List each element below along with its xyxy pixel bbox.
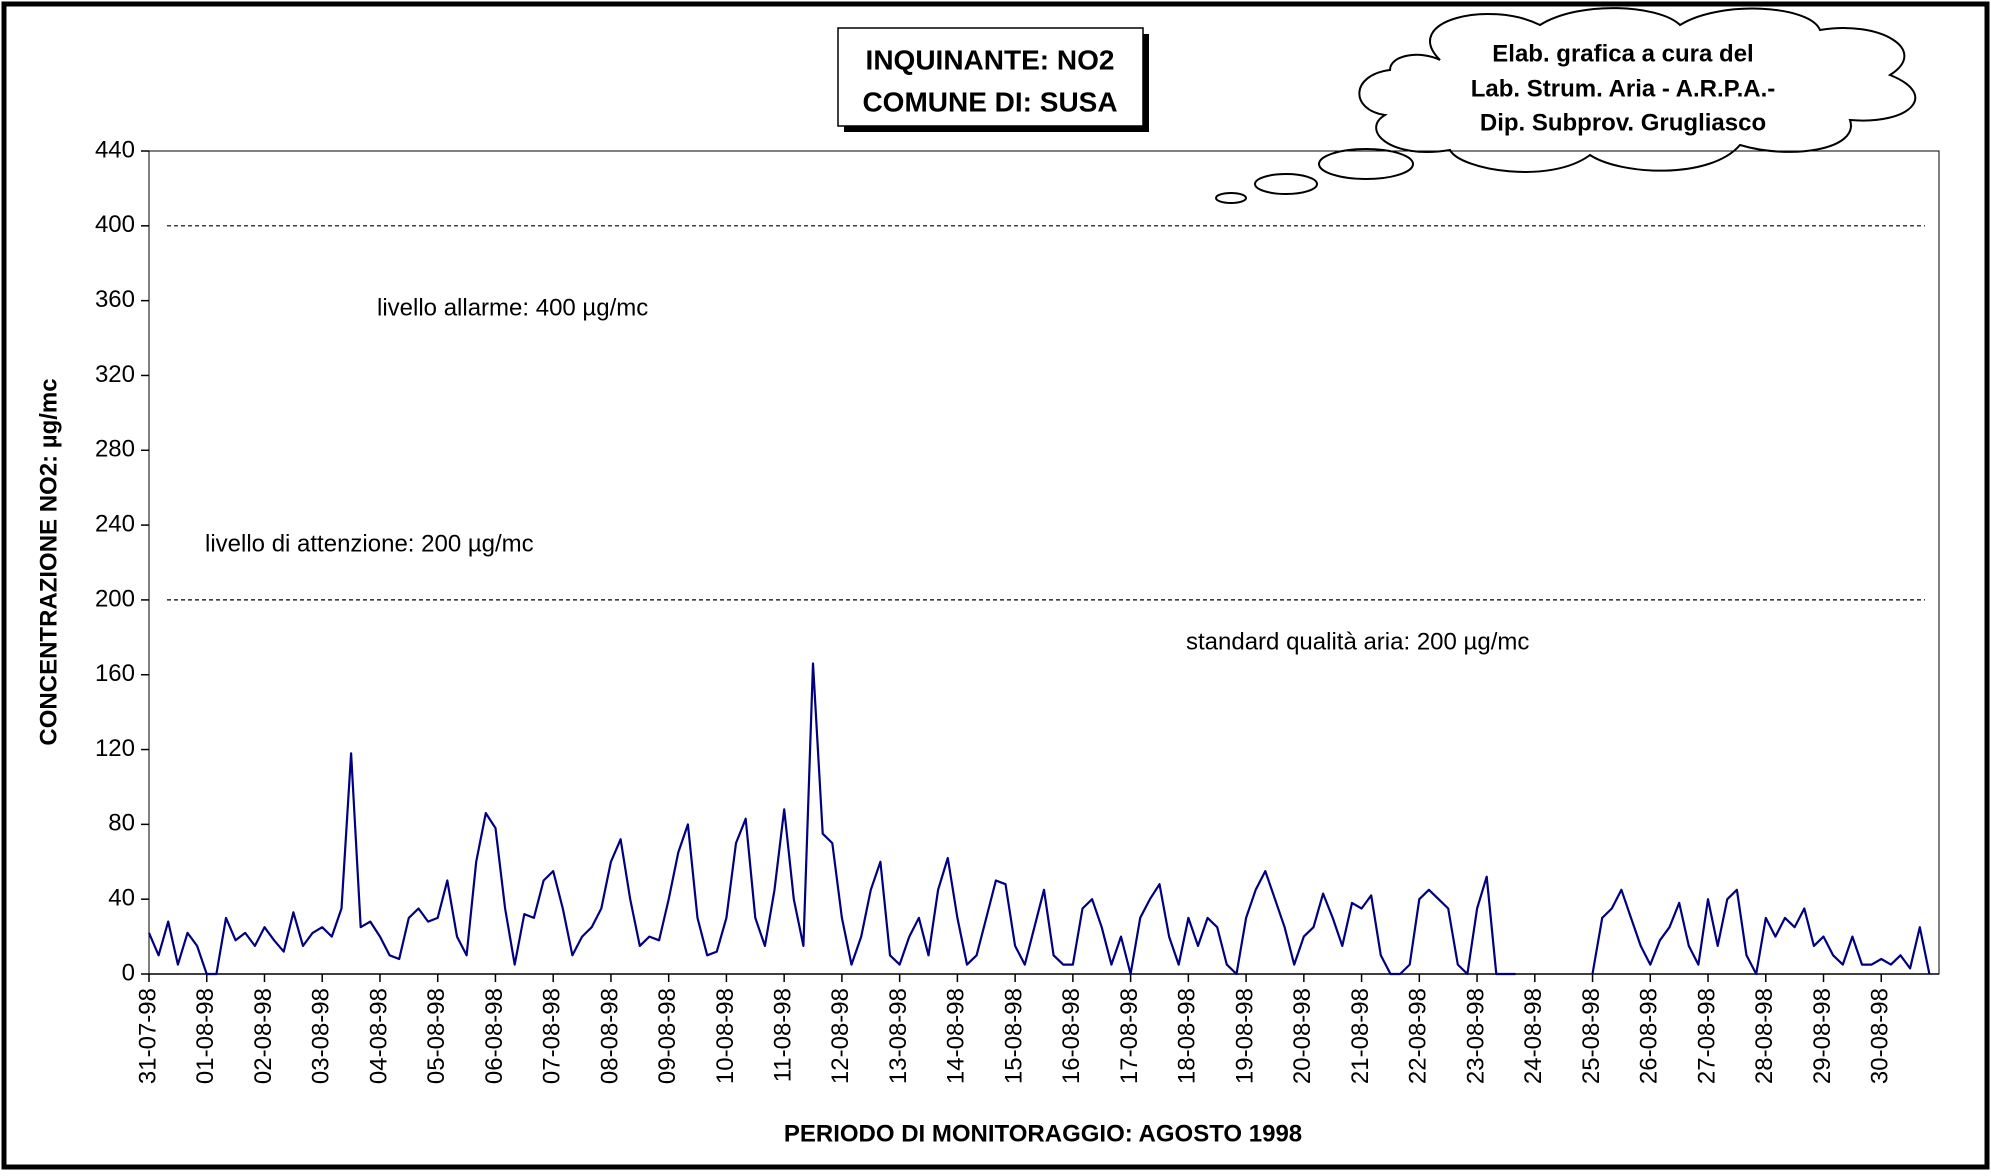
credit-text: Elab. grafica a cura del <box>1492 40 1753 67</box>
x-tick-label: 31-07-98 <box>134 988 161 1084</box>
y-tick-label: 160 <box>95 660 135 687</box>
y-axis-label: CONCENTRAZIONE NO2: µg/mc <box>35 378 62 745</box>
annotation: livello allarme: 400 µg/mc <box>377 294 648 321</box>
x-tick-label: 26-08-98 <box>1636 988 1663 1084</box>
y-tick-label: 240 <box>95 510 135 537</box>
y-tick-label: 40 <box>108 885 135 912</box>
x-tick-label: 28-08-98 <box>1751 988 1778 1084</box>
x-tick-label: 23-08-98 <box>1462 988 1489 1084</box>
x-tick-label: 03-08-98 <box>308 988 335 1084</box>
x-tick-label: 27-08-98 <box>1693 988 1720 1084</box>
x-tick-label: 07-08-98 <box>539 988 566 1084</box>
annotation: livello di attenzione: 200 µg/mc <box>205 530 534 557</box>
x-tick-label: 05-08-98 <box>423 988 450 1084</box>
x-tick-label: 29-08-98 <box>1809 988 1836 1084</box>
x-tick-label: 09-08-98 <box>654 988 681 1084</box>
x-tick-label: 19-08-98 <box>1231 988 1258 1084</box>
x-tick-label: 01-08-98 <box>192 988 219 1084</box>
chart-title: INQUINANTE: NO2 <box>866 44 1115 75</box>
x-tick-label: 11-08-98 <box>770 988 797 1082</box>
x-axis-label: PERIODO DI MONITORAGGIO: AGOSTO 1998 <box>784 1120 1302 1147</box>
x-tick-label: 12-08-98 <box>827 988 854 1084</box>
x-tick-label: 10-08-98 <box>712 988 739 1084</box>
y-tick-label: 80 <box>108 810 135 837</box>
x-tick-label: 25-08-98 <box>1578 988 1605 1084</box>
x-tick-label: 22-08-98 <box>1405 988 1432 1084</box>
annotation: standard qualità aria: 200 µg/mc <box>1186 628 1529 655</box>
y-tick-label: 200 <box>95 585 135 612</box>
x-tick-label: 30-08-98 <box>1867 988 1894 1084</box>
x-tick-label: 14-08-98 <box>943 988 970 1084</box>
y-tick-label: 280 <box>95 436 135 463</box>
x-tick-label: 06-08-98 <box>481 988 508 1084</box>
credit-text: Lab. Strum. Aria - A.R.P.A.- <box>1471 75 1776 102</box>
title-box <box>837 27 1144 127</box>
y-tick-label: 360 <box>95 286 135 313</box>
chart-title: COMUNE DI: SUSA <box>862 86 1117 117</box>
x-tick-label: 21-08-98 <box>1347 988 1374 1084</box>
y-tick-label: 400 <box>95 211 135 238</box>
credit-text: Dip. Subprov. Grugliasco <box>1480 109 1766 136</box>
x-tick-label: 20-08-98 <box>1289 988 1316 1084</box>
x-tick-label: 02-08-98 <box>250 988 277 1084</box>
x-tick-label: 15-08-98 <box>1000 988 1027 1084</box>
data-line <box>147 662 1516 976</box>
x-tick-label: 24-08-98 <box>1520 988 1547 1084</box>
y-tick-label: 320 <box>95 361 135 388</box>
y-tick-label: 440 <box>95 136 135 163</box>
x-tick-label: 16-08-98 <box>1058 988 1085 1084</box>
data-line <box>1591 888 1931 976</box>
y-tick-label: 0 <box>122 959 135 986</box>
credit-cloud <box>1215 7 1917 204</box>
x-tick-label: 18-08-98 <box>1174 988 1201 1084</box>
y-tick-label: 120 <box>95 735 135 762</box>
x-tick-label: 04-08-98 <box>365 988 392 1084</box>
x-tick-label: 08-08-98 <box>596 988 623 1084</box>
x-tick-label: 17-08-98 <box>1116 988 1143 1084</box>
x-tick-label: 13-08-98 <box>885 988 912 1084</box>
